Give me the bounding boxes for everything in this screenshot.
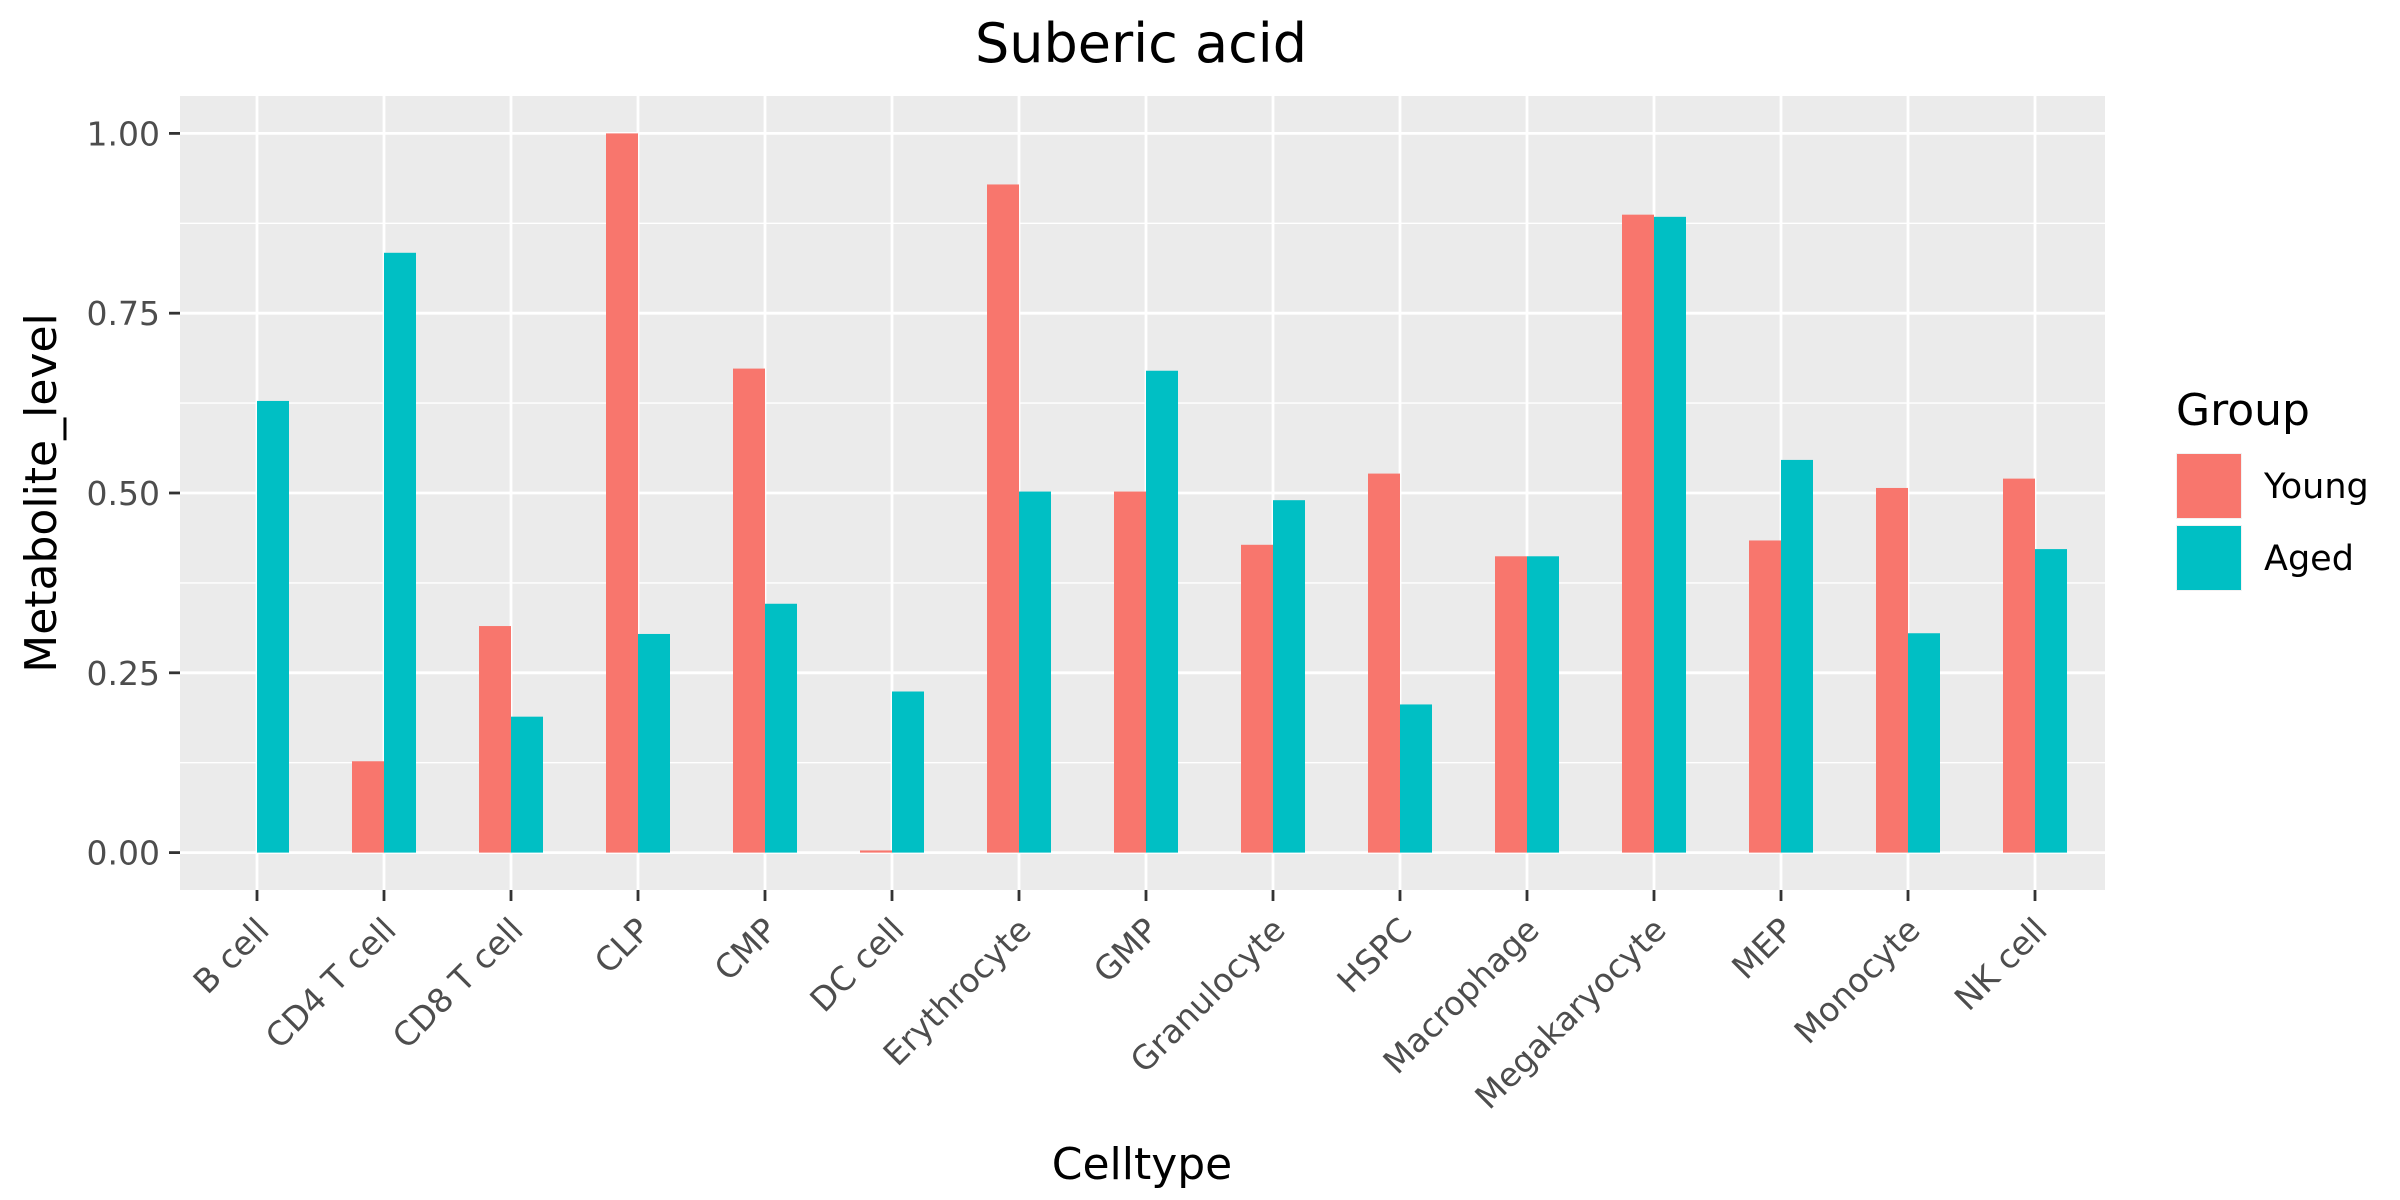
x-tick-label: Monocyte	[1786, 910, 1927, 1051]
bars	[257, 133, 2067, 853]
x-tick-label: DC cell	[802, 910, 911, 1019]
x-tick-label: HSPC	[1329, 910, 1419, 1000]
bar-young	[479, 626, 511, 853]
bar-young	[1114, 491, 1146, 853]
bar-young	[733, 368, 765, 853]
bar-aged	[638, 633, 670, 853]
bar-aged	[1019, 491, 1051, 853]
bar-young	[860, 850, 892, 853]
bar-aged	[765, 603, 797, 853]
chart-title: Suberic acid	[975, 12, 1307, 75]
x-tick-label: GMP	[1086, 910, 1166, 990]
legend-swatch-aged	[2177, 526, 2241, 590]
legend-label-young: Young	[2263, 467, 2369, 507]
bar-young	[606, 133, 638, 853]
x-axis-title: Celltype	[1052, 1139, 1233, 1190]
bar-aged	[2035, 549, 2067, 853]
x-tick-label: CD8 T cell	[385, 910, 531, 1056]
y-tick-label: 0.00	[87, 834, 160, 873]
y-tick-label: 0.75	[87, 294, 160, 333]
bar-young	[1876, 487, 1908, 853]
bar-young	[1368, 473, 1400, 853]
y-tick-label: 0.25	[87, 654, 160, 693]
y-tick-label: 1.00	[87, 114, 160, 153]
x-tick-label: CD4 T cell	[258, 910, 404, 1056]
x-tick-label: CLP	[587, 910, 658, 981]
bar-young	[1622, 214, 1654, 853]
bar-aged	[1400, 704, 1432, 853]
bar-aged	[257, 400, 289, 853]
y-tick-label: 0.50	[87, 474, 160, 513]
bar-aged	[1527, 556, 1559, 853]
bar-young	[352, 761, 384, 853]
legend: Group Young Aged	[2176, 385, 2369, 591]
x-tick-label: MEP	[1724, 910, 1801, 987]
bar-young	[2003, 478, 2035, 853]
bar-young	[987, 184, 1019, 853]
bar-young	[1749, 540, 1781, 853]
y-axis: 0.00 0.25 0.50 0.75 1.00	[87, 114, 180, 873]
bar-aged	[384, 252, 416, 853]
x-tick-label: B cell	[185, 910, 276, 1001]
bar-aged	[1146, 370, 1178, 853]
legend-label-aged: Aged	[2264, 539, 2354, 579]
bar-aged	[892, 691, 924, 853]
bar-young	[1495, 556, 1527, 853]
bar-aged	[1908, 633, 1940, 853]
bar-aged	[511, 716, 543, 853]
bar-aged	[1273, 500, 1305, 853]
x-tick-label: CMP	[707, 910, 785, 988]
legend-title: Group	[2176, 385, 2310, 436]
bar-aged	[1654, 216, 1686, 853]
x-tick-label: NK cell	[1947, 910, 2055, 1018]
bar-young	[1241, 544, 1273, 853]
bar-aged	[1781, 459, 1813, 853]
y-axis-title: Metabolite_level	[16, 313, 67, 673]
legend-swatch-young	[2177, 454, 2241, 518]
